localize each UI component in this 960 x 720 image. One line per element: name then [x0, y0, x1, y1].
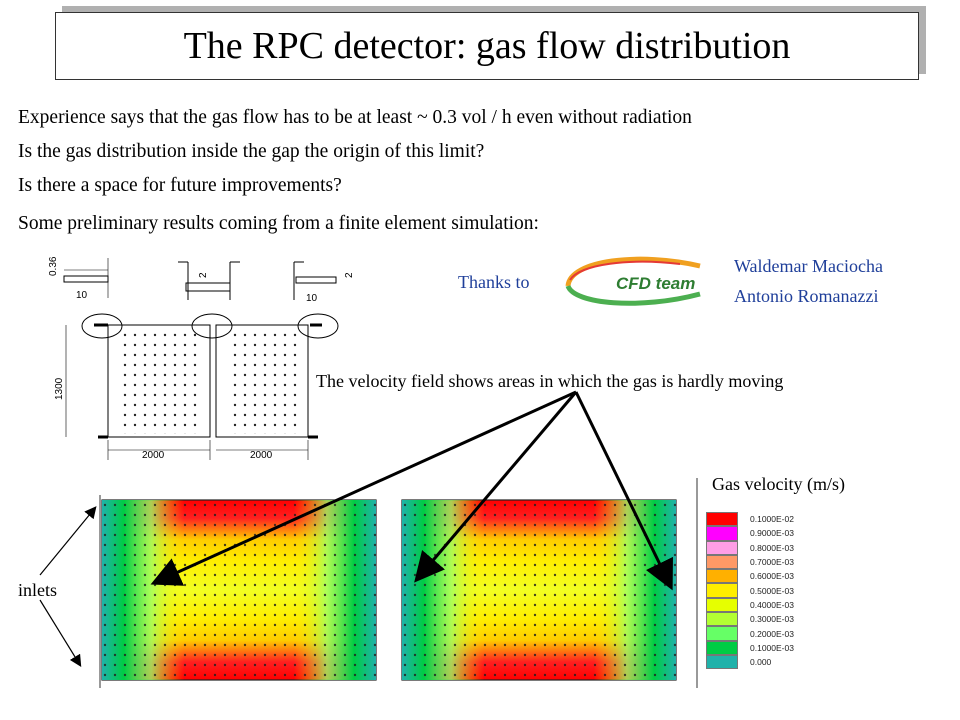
legend-label: 0.5000E-03 — [750, 585, 794, 596]
dim-label: 2000 — [250, 450, 273, 461]
legend-swatch — [706, 569, 738, 584]
legend-label: 0.000 — [750, 657, 772, 668]
velocity-map-left — [101, 499, 377, 681]
legend-row: 0.8000E-03 — [706, 540, 794, 555]
thanks-label: Thanks to — [458, 272, 530, 292]
arrows — [150, 390, 673, 591]
legend-row: 0.4000E-03 — [706, 597, 794, 613]
paragraph-1: Experience says that the gas flow has to… — [18, 107, 692, 128]
legend-label: 0.9000E-03 — [750, 528, 794, 539]
paragraph-3: Is there a space for future improvements… — [18, 175, 342, 196]
dim-label: 1300 — [54, 377, 65, 400]
dim-label: 2 — [344, 272, 355, 278]
legend-swatch — [706, 540, 738, 555]
legend-swatch — [706, 526, 738, 541]
credit-name-2: Antonio Romanazzi — [734, 286, 879, 306]
paragraph-4: Some preliminary results coming from a f… — [18, 213, 539, 234]
legend-row: 0.2000E-03 — [706, 626, 794, 641]
legend-row: 0.7000E-03 — [706, 554, 794, 570]
slide-title: The RPC detector: gas flow distribution — [55, 12, 919, 80]
dim-label: 10 — [76, 290, 88, 301]
legend-label: 0.7000E-03 — [750, 557, 794, 568]
legend-row: 0.5000E-03 — [706, 583, 794, 598]
legend-label: 0.8000E-03 — [750, 542, 794, 553]
legend-swatch — [706, 583, 738, 598]
legend-swatch — [706, 512, 738, 527]
dim-label: 10 — [306, 293, 318, 304]
legend-swatch — [706, 554, 738, 570]
legend-title: Gas velocity (m/s) — [712, 474, 845, 494]
velocity-note: The velocity field shows areas in which … — [316, 371, 784, 391]
legend-row: 0.3000E-03 — [706, 612, 794, 627]
logo-text: CFD team — [616, 274, 695, 293]
inlet-arrows — [39, 506, 97, 668]
legend-row: 0.6000E-03 — [706, 569, 794, 584]
inlets-label: inlets — [18, 580, 57, 600]
legend-row: 0.000 — [706, 654, 794, 670]
legend-label: 0.1000E-02 — [750, 514, 794, 525]
legend-label: 0.4000E-03 — [750, 599, 794, 610]
legend-label: 0.2000E-03 — [750, 628, 794, 639]
legend-swatch — [706, 612, 738, 627]
legend-swatch — [706, 597, 738, 613]
velocity-legend: 0.1000E-02 0.9000E-03 0.8000E-03 0.7000E-03… — [706, 512, 794, 670]
dim-label: 0.36 — [48, 256, 59, 276]
velocity-map-right — [401, 499, 677, 681]
legend-swatch — [706, 654, 738, 670]
paragraph-2: Is the gas distribution inside the gap t… — [18, 141, 485, 162]
chamber-technical-drawing — [63, 258, 339, 460]
legend-label: 0.3000E-03 — [750, 614, 794, 625]
legend-row: 0.9000E-03 — [706, 526, 794, 541]
dim-label: 2000 — [142, 450, 165, 461]
legend-row: 0.1000E-02 — [706, 512, 794, 527]
dim-label: 2 — [198, 272, 209, 278]
legend-label: 0.1000E-03 — [750, 642, 794, 653]
legend-swatch — [706, 626, 738, 641]
cfd-team-logo: CFD team — [565, 256, 701, 306]
credit-name-1: Waldemar Maciocha — [734, 256, 883, 276]
legend-row: 0.1000E-03 — [706, 640, 794, 655]
legend-label: 0.6000E-03 — [750, 571, 794, 582]
legend-swatch — [706, 640, 738, 655]
